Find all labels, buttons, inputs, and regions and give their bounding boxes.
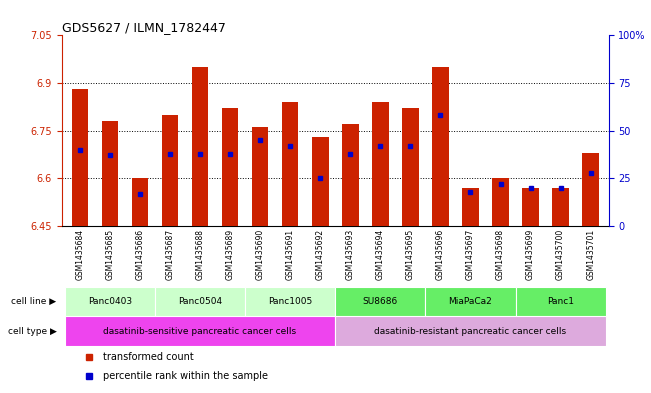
Text: percentile rank within the sample: percentile rank within the sample (103, 371, 268, 381)
Text: Panc1: Panc1 (547, 297, 574, 306)
Bar (335, 316, 605, 346)
Text: GDS5627 / ILMN_1782447: GDS5627 / ILMN_1782447 (62, 21, 226, 34)
Bar (432, 67, 449, 226)
Bar (552, 188, 569, 226)
Bar (65, 316, 335, 346)
Bar (516, 287, 605, 316)
Bar (342, 124, 359, 226)
Bar (312, 137, 329, 226)
Bar (161, 115, 178, 226)
Bar (72, 89, 88, 226)
Text: dasatinib-resistant pancreatic cancer cells: dasatinib-resistant pancreatic cancer ce… (374, 327, 566, 336)
Text: Panc0504: Panc0504 (178, 297, 222, 306)
Bar (335, 287, 425, 316)
Bar (65, 287, 155, 316)
Text: cell type ▶: cell type ▶ (8, 327, 57, 336)
Bar (425, 287, 516, 316)
Text: MiaPaCa2: MiaPaCa2 (449, 297, 492, 306)
Text: Panc1005: Panc1005 (268, 297, 312, 306)
Text: dasatinib-sensitive pancreatic cancer cells: dasatinib-sensitive pancreatic cancer ce… (104, 327, 297, 336)
Bar (132, 178, 148, 226)
Bar (222, 108, 238, 226)
Bar (155, 287, 245, 316)
Bar (492, 178, 509, 226)
Text: cell line ▶: cell line ▶ (11, 297, 57, 306)
Bar (522, 188, 539, 226)
Bar (462, 188, 478, 226)
Bar (252, 127, 268, 226)
Bar (372, 102, 389, 226)
Bar (102, 121, 118, 226)
Bar (192, 67, 208, 226)
Bar (282, 102, 298, 226)
Text: Panc0403: Panc0403 (88, 297, 132, 306)
Text: transformed count: transformed count (103, 352, 193, 362)
Bar (245, 287, 335, 316)
Bar (583, 153, 599, 226)
Text: SU8686: SU8686 (363, 297, 398, 306)
Bar (402, 108, 419, 226)
